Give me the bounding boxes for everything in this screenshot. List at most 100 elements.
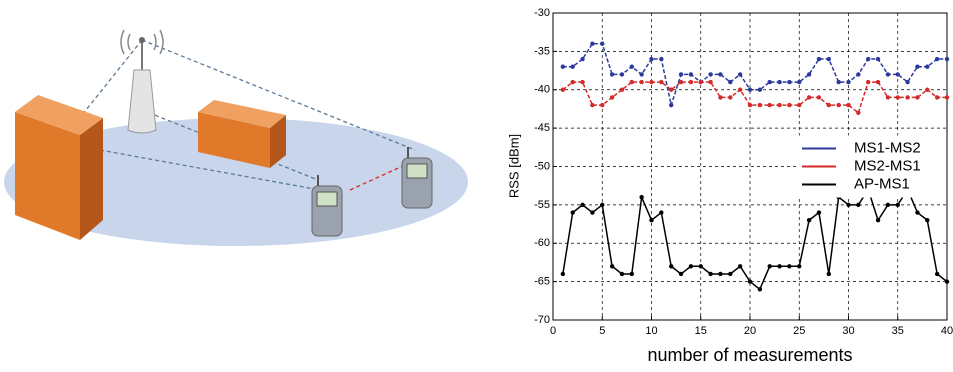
data-point xyxy=(580,202,585,208)
data-point xyxy=(806,218,812,223)
data-point xyxy=(747,87,753,92)
data-point xyxy=(836,102,841,108)
data-point xyxy=(875,79,881,85)
data-point xyxy=(629,79,634,85)
data-point xyxy=(619,87,625,92)
data-point xyxy=(600,102,605,108)
y-tick-label: -60 xyxy=(534,237,550,249)
data-point xyxy=(846,79,851,85)
y-tick-label: -30 xyxy=(534,7,550,19)
data-point xyxy=(708,271,713,277)
data-point xyxy=(570,79,575,85)
x-tick-label: 40 xyxy=(941,325,953,337)
data-point xyxy=(649,218,654,223)
data-point xyxy=(698,264,703,269)
y-tick-label: -55 xyxy=(534,199,550,211)
data-point xyxy=(570,210,575,215)
data-point xyxy=(925,218,930,223)
data-point xyxy=(915,64,920,69)
data-point xyxy=(629,64,634,69)
data-point xyxy=(708,79,713,85)
data-point xyxy=(767,264,772,269)
data-point xyxy=(934,271,940,277)
data-point xyxy=(590,41,595,46)
data-point xyxy=(895,95,900,100)
data-point xyxy=(767,79,772,85)
data-point xyxy=(944,279,950,284)
data-point xyxy=(777,102,782,108)
series-line xyxy=(562,187,948,291)
y-tick-label: -70 xyxy=(534,314,550,326)
x-tick-label: 5 xyxy=(599,325,605,337)
data-point xyxy=(669,264,674,269)
data-point xyxy=(895,72,900,77)
data-point xyxy=(797,264,802,269)
data-point xyxy=(885,72,891,77)
series-line xyxy=(562,81,947,115)
data-point xyxy=(649,79,654,85)
data-point xyxy=(885,202,891,208)
data-point xyxy=(580,79,585,85)
data-point xyxy=(915,210,920,215)
data-point xyxy=(659,210,664,215)
wall-left xyxy=(15,95,103,240)
data-point xyxy=(678,72,684,77)
data-point xyxy=(905,95,910,100)
x-axis-label: number of measurements xyxy=(647,345,852,365)
legend-label: MS1-MS2 xyxy=(854,139,921,156)
y-tick-label: -65 xyxy=(534,276,550,288)
data-point xyxy=(609,95,615,100)
x-tick-label: 20 xyxy=(744,325,756,337)
data-point xyxy=(826,102,831,108)
data-point xyxy=(915,95,920,100)
data-point xyxy=(787,264,792,269)
link xyxy=(141,39,416,151)
data-point xyxy=(826,271,831,277)
data-point xyxy=(806,72,812,77)
data-point xyxy=(678,271,684,277)
data-point xyxy=(944,95,950,100)
legend-label: MS2-MS1 xyxy=(854,157,921,174)
data-point xyxy=(590,210,595,215)
data-point xyxy=(688,72,694,77)
access-point xyxy=(120,29,164,134)
data-point xyxy=(590,102,595,108)
data-point xyxy=(600,41,605,46)
coverage-area xyxy=(4,118,468,246)
data-point xyxy=(747,279,753,284)
data-point xyxy=(639,195,644,200)
series-line xyxy=(562,42,947,109)
data-point xyxy=(649,56,654,62)
data-point xyxy=(856,202,861,208)
data-point xyxy=(856,72,861,77)
data-point xyxy=(737,72,743,77)
data-point xyxy=(560,271,566,277)
data-point xyxy=(846,202,851,208)
y-tick-label: -35 xyxy=(534,45,550,57)
data-point xyxy=(708,72,713,77)
data-point xyxy=(905,79,910,85)
link xyxy=(349,164,406,191)
mobile-station xyxy=(401,147,433,209)
data-point xyxy=(875,56,881,62)
data-point xyxy=(728,95,733,100)
data-point xyxy=(659,56,664,62)
data-point xyxy=(787,102,792,108)
data-point xyxy=(639,72,644,77)
data-point xyxy=(619,271,625,277)
data-point xyxy=(925,64,930,69)
link xyxy=(81,39,143,116)
data-point xyxy=(728,79,733,85)
data-point xyxy=(944,56,950,62)
data-point xyxy=(560,87,566,92)
data-point xyxy=(728,271,733,277)
network-illustration xyxy=(4,29,468,246)
x-tick-label: 15 xyxy=(695,325,707,337)
data-point xyxy=(787,79,792,85)
x-tick-label: 35 xyxy=(892,325,904,337)
data-point xyxy=(797,79,802,85)
data-point xyxy=(836,79,841,85)
y-axis-label: RSS [dBm] xyxy=(506,134,521,198)
